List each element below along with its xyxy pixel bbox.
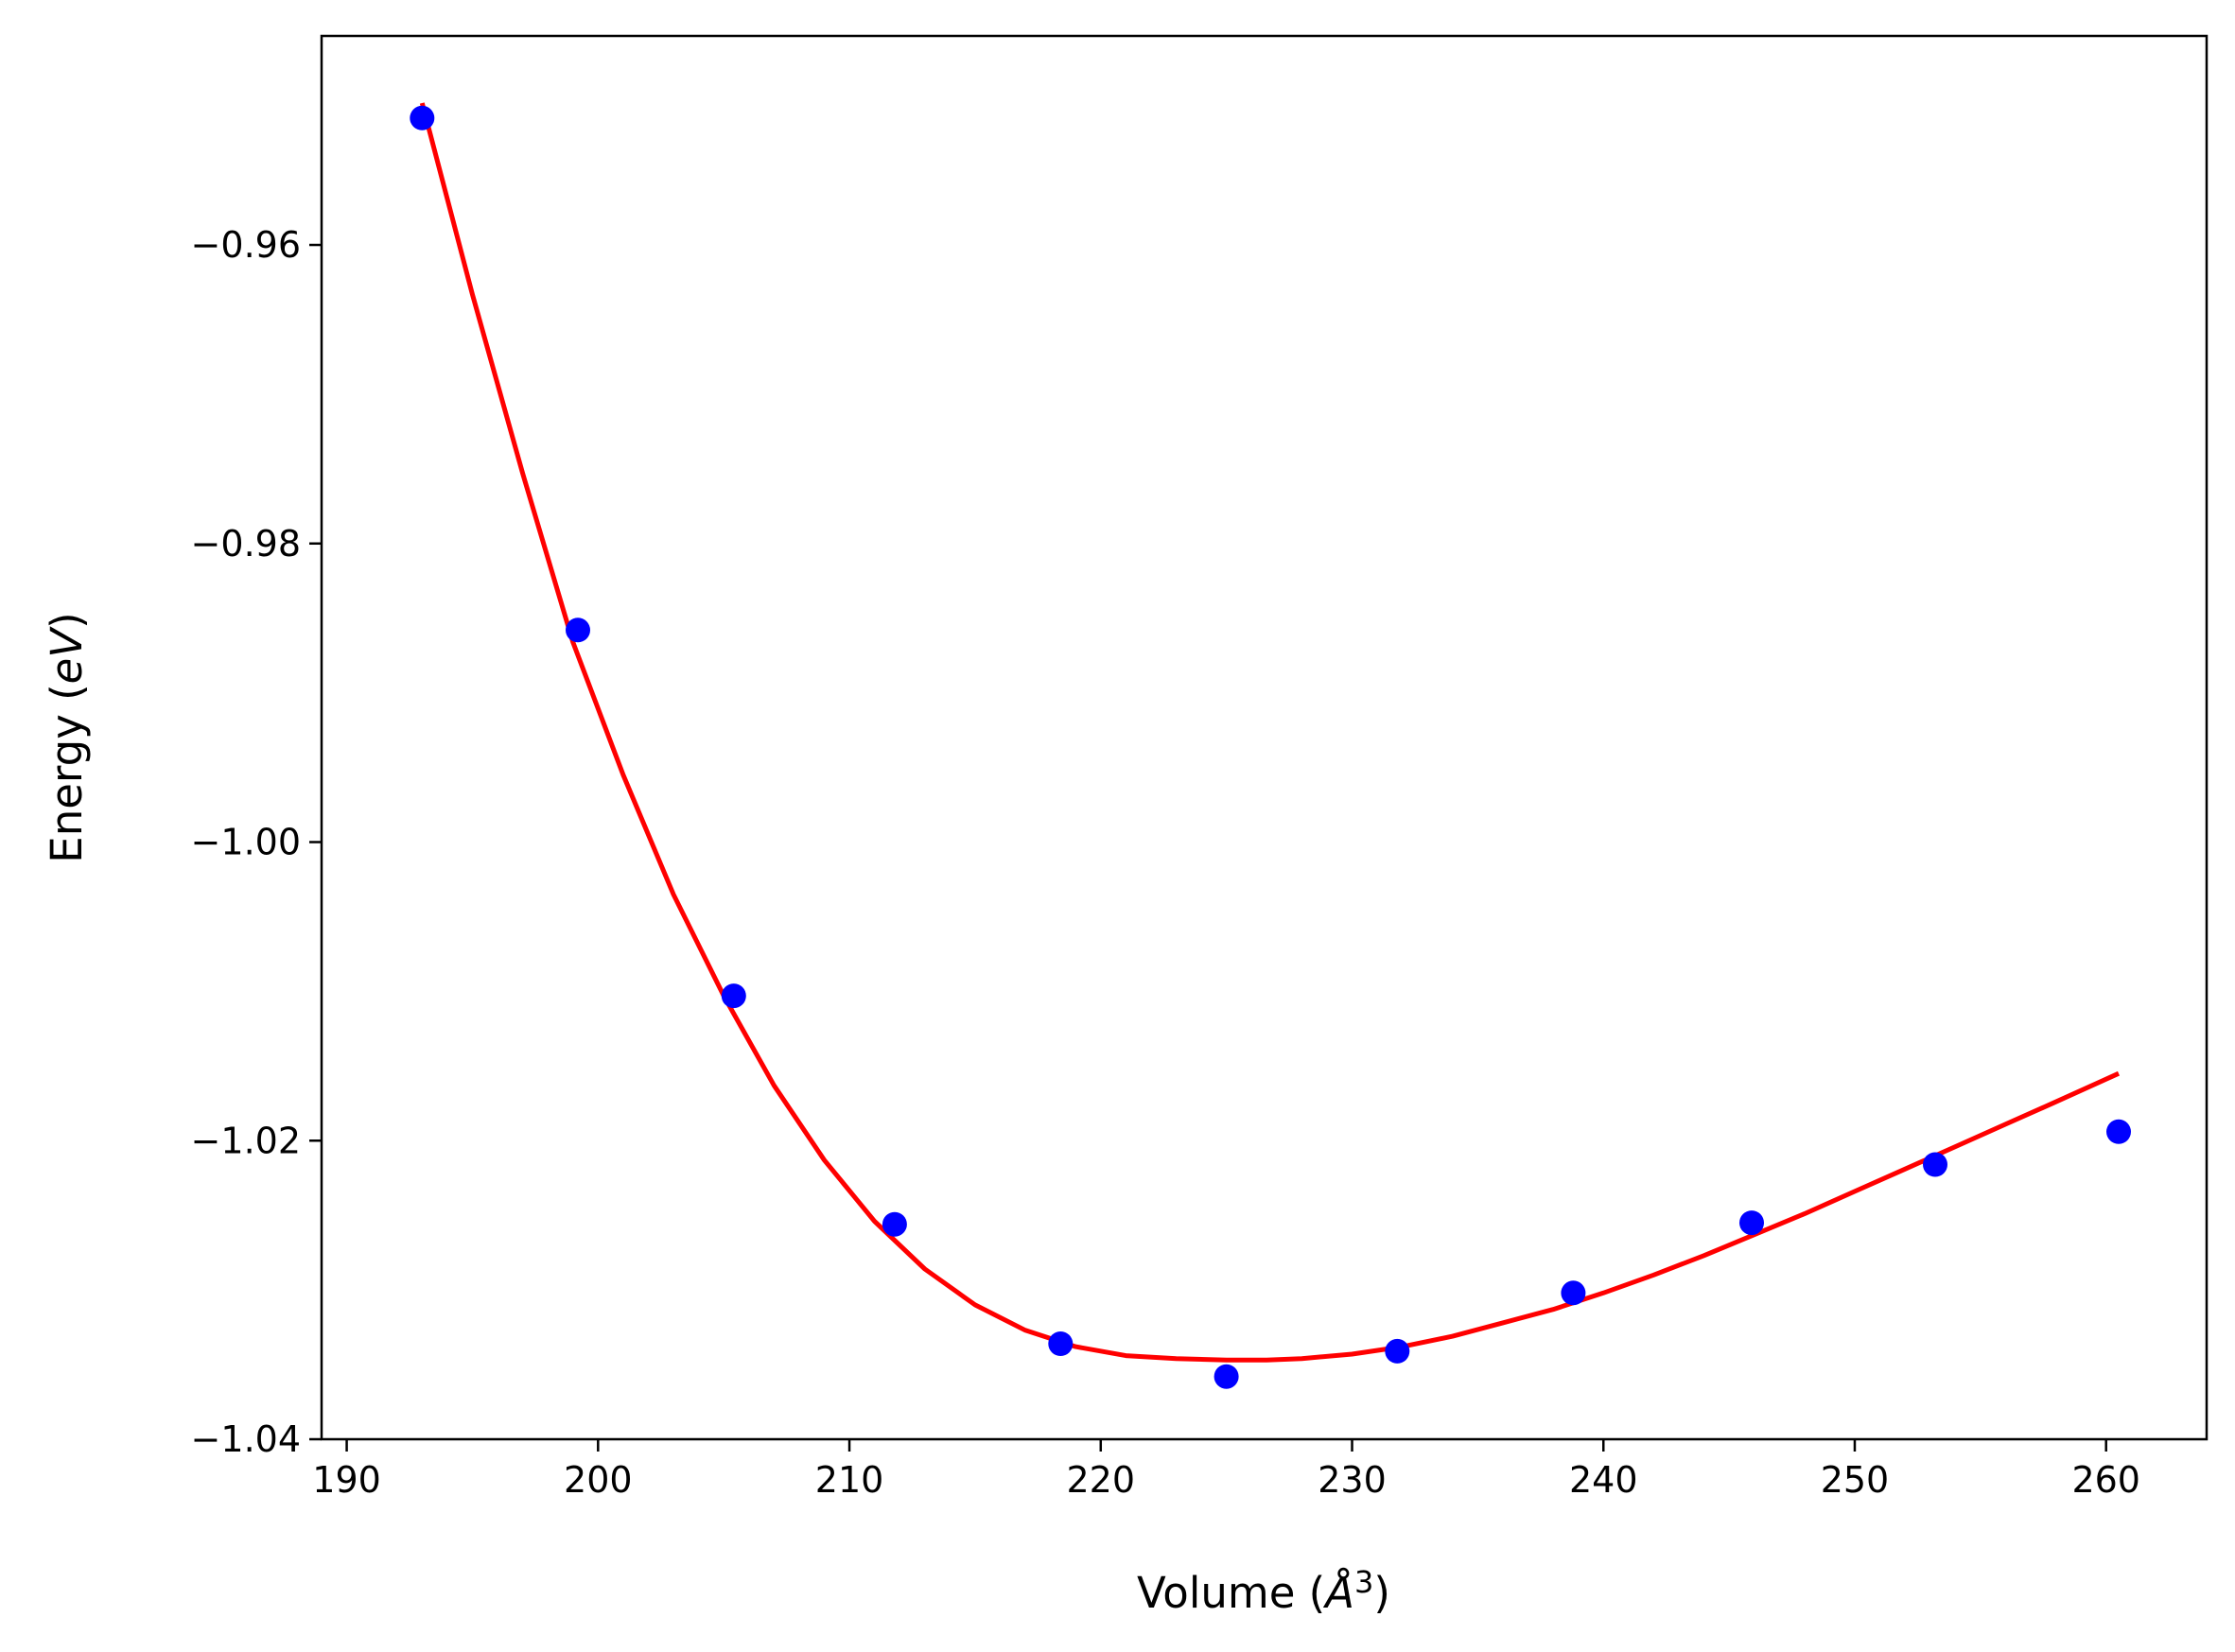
data-point xyxy=(1214,1364,1239,1389)
data-point xyxy=(1739,1210,1764,1236)
plot-frame xyxy=(320,34,2209,1441)
data-point xyxy=(1923,1152,1947,1177)
y-axis-label: Energy (eV) xyxy=(42,612,92,862)
x-axis: 190 200 210 220 230 240 250 260 xyxy=(312,1439,2140,1501)
y-tick-label: −0.96 xyxy=(191,224,301,266)
y-tick-label: −1.02 xyxy=(191,1120,301,1161)
fit-curve-line xyxy=(419,102,2121,1363)
x-tick-label: 230 xyxy=(1318,1459,1387,1501)
x-tick-label: 200 xyxy=(564,1459,633,1501)
y-tick-label: −1.04 xyxy=(191,1418,301,1460)
data-point xyxy=(1385,1338,1410,1364)
y-tick-label: −1.00 xyxy=(191,822,301,863)
x-tick-label: 240 xyxy=(1569,1459,1638,1501)
data-point xyxy=(410,105,435,130)
data-point xyxy=(566,617,590,643)
y-axis: −1.04 −1.02 −1.00 −0.98 −0.96 xyxy=(191,224,322,1460)
x-tick-label: 220 xyxy=(1067,1459,1136,1501)
x-tick-label: 210 xyxy=(815,1459,884,1501)
x-tick-label: 260 xyxy=(2071,1459,2140,1501)
y-tick-label: −0.98 xyxy=(191,523,301,565)
data-point xyxy=(1561,1280,1586,1306)
data-point xyxy=(721,983,746,1009)
data-point xyxy=(1048,1331,1074,1356)
x-tick-label: 250 xyxy=(1821,1459,1890,1501)
x-axis-label: Volume (Å3) xyxy=(1137,1564,1390,1618)
data-point xyxy=(2106,1119,2131,1144)
plot-content xyxy=(410,102,2131,1389)
x-tick-label: 190 xyxy=(312,1459,381,1501)
data-point xyxy=(882,1211,907,1237)
